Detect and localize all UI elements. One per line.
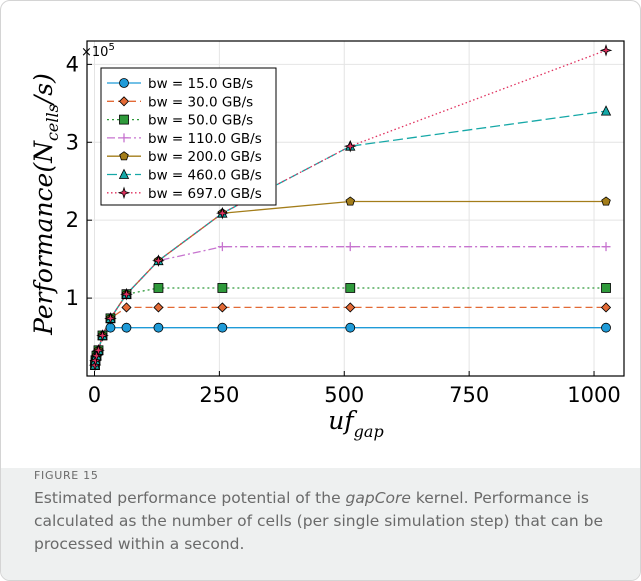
data-point <box>92 343 105 357</box>
legend-label: bw = 30.0 GB/s <box>148 94 253 110</box>
data-point <box>216 206 229 220</box>
x-tick-label: 1000 <box>567 383 620 407</box>
data-point <box>601 242 611 252</box>
series-markers <box>89 302 612 371</box>
legend-marker <box>118 96 130 107</box>
series-markers <box>88 44 613 372</box>
data-point <box>345 196 356 206</box>
legend-marker <box>119 151 129 161</box>
y-exponent-label: ×105 <box>81 42 115 60</box>
data-point <box>217 242 227 252</box>
series-group <box>94 327 606 366</box>
legend-label: bw = 50.0 GB/s <box>148 113 253 129</box>
y-tick-label: 1 <box>66 286 79 310</box>
data-point <box>121 302 132 313</box>
caption-panel <box>1 468 640 580</box>
y-tick-label: 3 <box>66 130 79 154</box>
data-point <box>104 312 117 325</box>
y-tick-label: 4 <box>66 52 79 76</box>
performance-chart: 0 250 500 750 1000 1 2 3 4 ×105 Performance(Ncel… <box>29 40 625 441</box>
plot-frame <box>86 40 625 377</box>
data-point <box>89 354 102 367</box>
kernel-name: gapCore <box>345 489 411 507</box>
legend-marker <box>119 114 129 125</box>
data-point <box>121 322 132 333</box>
legend-marker <box>118 168 130 179</box>
data-point <box>152 254 165 268</box>
data-point <box>345 242 355 252</box>
legend-label: bw = 200.0 GB/s <box>148 149 262 165</box>
x-tick-label: 500 <box>324 383 364 407</box>
data-point <box>120 287 133 301</box>
data-point <box>601 196 611 206</box>
legend-label: bw = 697.0 GB/s <box>148 186 262 202</box>
tick-labels: 0 250 500 750 1000 1 2 3 4 <box>66 52 621 407</box>
data-point <box>153 322 164 333</box>
y-axis-title: Performance(Ncells/s) <box>29 73 62 336</box>
data-point <box>153 283 164 293</box>
data-point <box>600 105 612 116</box>
series-group <box>94 306 606 366</box>
legend-marker <box>119 133 129 143</box>
data-point <box>345 322 356 333</box>
data-point <box>217 283 228 293</box>
data-point <box>343 139 357 153</box>
legend-label: bw = 15.0 GB/s <box>148 76 253 92</box>
data-point <box>601 283 611 293</box>
x-tick-label: 250 <box>199 383 239 407</box>
data-point <box>345 283 356 293</box>
series-layer <box>88 44 613 372</box>
x-tick-label: 750 <box>449 383 489 407</box>
series-line <box>94 306 606 366</box>
legend-label: bw = 110.0 GB/s <box>148 131 262 147</box>
data-point <box>600 302 612 313</box>
data-point <box>153 302 164 313</box>
x-axis-title: ufgap <box>328 406 383 441</box>
x-tick-label: 0 <box>88 383 101 407</box>
legend-label: bw = 460.0 GB/s <box>148 168 262 184</box>
series-markers <box>90 322 611 370</box>
data-point <box>345 302 356 313</box>
series-line <box>94 327 606 366</box>
legend-box <box>100 67 277 206</box>
figure-label: FIGURE 15 <box>34 469 99 482</box>
legend-marker <box>117 186 131 200</box>
data-point <box>217 322 228 333</box>
data-point <box>599 44 613 57</box>
figure-caption: Estimated performance potential of the g… <box>34 489 603 553</box>
y-tick-label: 2 <box>66 208 79 232</box>
legend-marker <box>119 78 129 88</box>
data-point <box>217 302 228 313</box>
data-point <box>96 329 109 342</box>
data-point <box>601 322 611 333</box>
legend: bw = 15.0 GB/s bw = 30.0 GB/s bw = 50.0 GB… <box>100 67 277 206</box>
series-markers <box>90 196 611 370</box>
